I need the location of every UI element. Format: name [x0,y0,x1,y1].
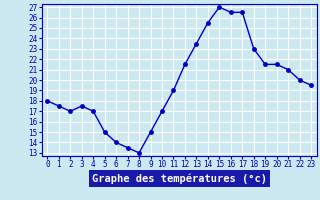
X-axis label: Graphe des températures (°c): Graphe des températures (°c) [92,173,267,184]
